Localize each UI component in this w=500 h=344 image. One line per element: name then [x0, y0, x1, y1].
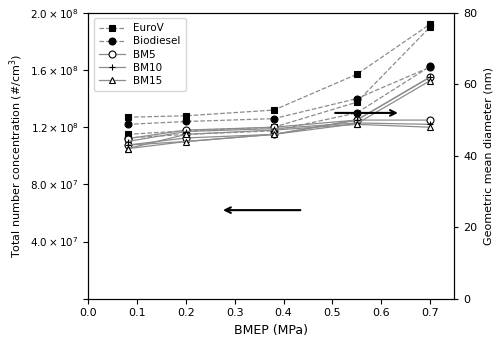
- X-axis label: BMEP (MPa): BMEP (MPa): [234, 324, 308, 337]
- Y-axis label: Total number concentration (#/cm$^3$): Total number concentration (#/cm$^3$): [7, 54, 24, 258]
- Y-axis label: Geometric mean diameter (nm): Geometric mean diameter (nm): [483, 67, 493, 245]
- Legend: EuroV, Biodiesel, BM5, BM10, BM15: EuroV, Biodiesel, BM5, BM10, BM15: [94, 18, 186, 91]
